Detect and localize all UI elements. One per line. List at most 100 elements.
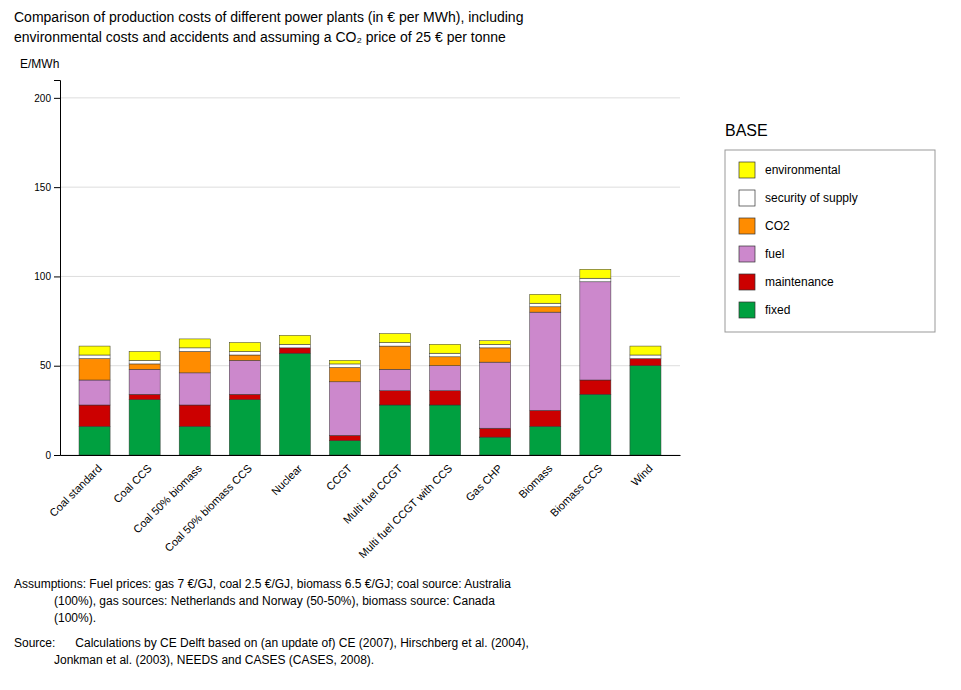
y-axis-label: E/MWh [20,57,59,71]
tick: Nuclear [269,462,305,498]
bar-segment [329,441,360,455]
y-axis: 050100150200 [34,81,60,461]
bar-segment [580,282,611,380]
grid-line [60,187,680,188]
series [79,269,661,364]
bar-segment [279,344,310,348]
bar-segment [530,294,561,303]
legend-item: fuel [739,246,784,262]
bar-segment [229,394,260,399]
bar-segment [530,303,561,307]
legend-label: fixed [765,303,790,317]
bar-segment [630,355,661,359]
legend-swatch [739,162,755,178]
legend-label: environmental [765,163,840,177]
legend-swatch [739,302,755,318]
tick: 100 [34,271,60,282]
bar-segment [329,360,360,364]
bar-segment [480,437,511,455]
tick-label: Biomass CCS [548,462,605,519]
chart: Comparison of production costs of differ… [0,0,961,690]
tick: 200 [34,93,60,104]
plot-area: 050100150200Coal standardCoal CCSCoal 50… [34,81,680,561]
tick-label: Biomass [516,462,555,501]
bar-segment [380,346,411,369]
legend-item: environmental [739,162,840,178]
legend-swatch [739,190,755,206]
bar-segment [129,369,160,394]
bar-segment [430,344,461,353]
bar-segment [530,410,561,426]
bar-segment [430,405,461,455]
grid-line [60,97,680,98]
tick-label: Coal CCS [111,462,154,505]
bar-segment [79,355,110,359]
tick-label: Multi fuel CCGT with CCS [356,462,454,560]
bar-segment [580,394,611,455]
legend-box [725,150,935,332]
tick: 50 [40,360,60,371]
bar-segment [380,405,411,455]
bar-segment [129,394,160,399]
tick: Coal 50% biomass CCS [162,462,254,554]
tick-label: Coal standard [47,462,104,519]
tick-label: CCGT [324,462,355,493]
footnote: (100%), gas sources: Netherlands and Nor… [14,594,495,608]
bar-segment [430,366,461,391]
series [79,278,661,367]
bar-segment [329,382,360,436]
legend-swatch [739,274,755,290]
legend: environmentalsecurity of supplyCO2fuelma… [725,150,935,332]
bar-segment [279,353,310,455]
annotation: BASE [725,122,768,139]
grid [60,98,680,455]
tick: Biomass CCS [548,462,605,519]
bar-segment [480,362,511,428]
series [79,282,611,436]
tick-label: 50 [40,360,52,371]
bar-segment [430,353,461,357]
bar-segment [430,357,461,366]
tick-mark [54,366,60,367]
bar-segment [179,426,210,455]
tick-label: 200 [34,93,51,104]
bars [79,269,661,455]
bar-segment [630,346,661,355]
bar-segment [129,364,160,369]
legend-label: security of supply [765,191,858,205]
bar-segment [229,400,260,455]
bar-segment [229,351,260,355]
tick: CCGT [324,462,355,493]
series [79,348,661,441]
footnote: Source: Calculations by CE Delft based o… [14,636,529,650]
bar-segment [480,428,511,437]
legend-label: maintenance [765,275,834,289]
bar-segment [179,405,210,426]
bar-segment [229,360,260,394]
bar-segment [580,380,611,394]
bar-segment [279,335,310,344]
bar-segment [580,269,611,278]
bar-segment [229,355,260,360]
bar-segment [79,426,110,455]
footnote: (100%). [14,611,96,625]
bar-segment [179,373,210,405]
bar-segment [430,391,461,405]
bar-segment [79,405,110,426]
axis-line [61,455,681,456]
tick-label: 150 [34,182,51,193]
bar-segment [229,343,260,352]
bar-segment [380,391,411,405]
bar-segment [179,339,210,348]
tick-mark [54,187,60,188]
title: Comparison of production costs of differ… [14,9,523,25]
bar-segment [279,348,310,353]
tick: Coal CCS [111,462,154,505]
bar-segment [630,366,661,455]
bar-segment [480,341,511,345]
bar-segment [79,359,110,380]
bar-segment [530,426,561,455]
bar-segment [79,380,110,405]
bar-segment [380,343,411,347]
bar-segment [480,348,511,362]
